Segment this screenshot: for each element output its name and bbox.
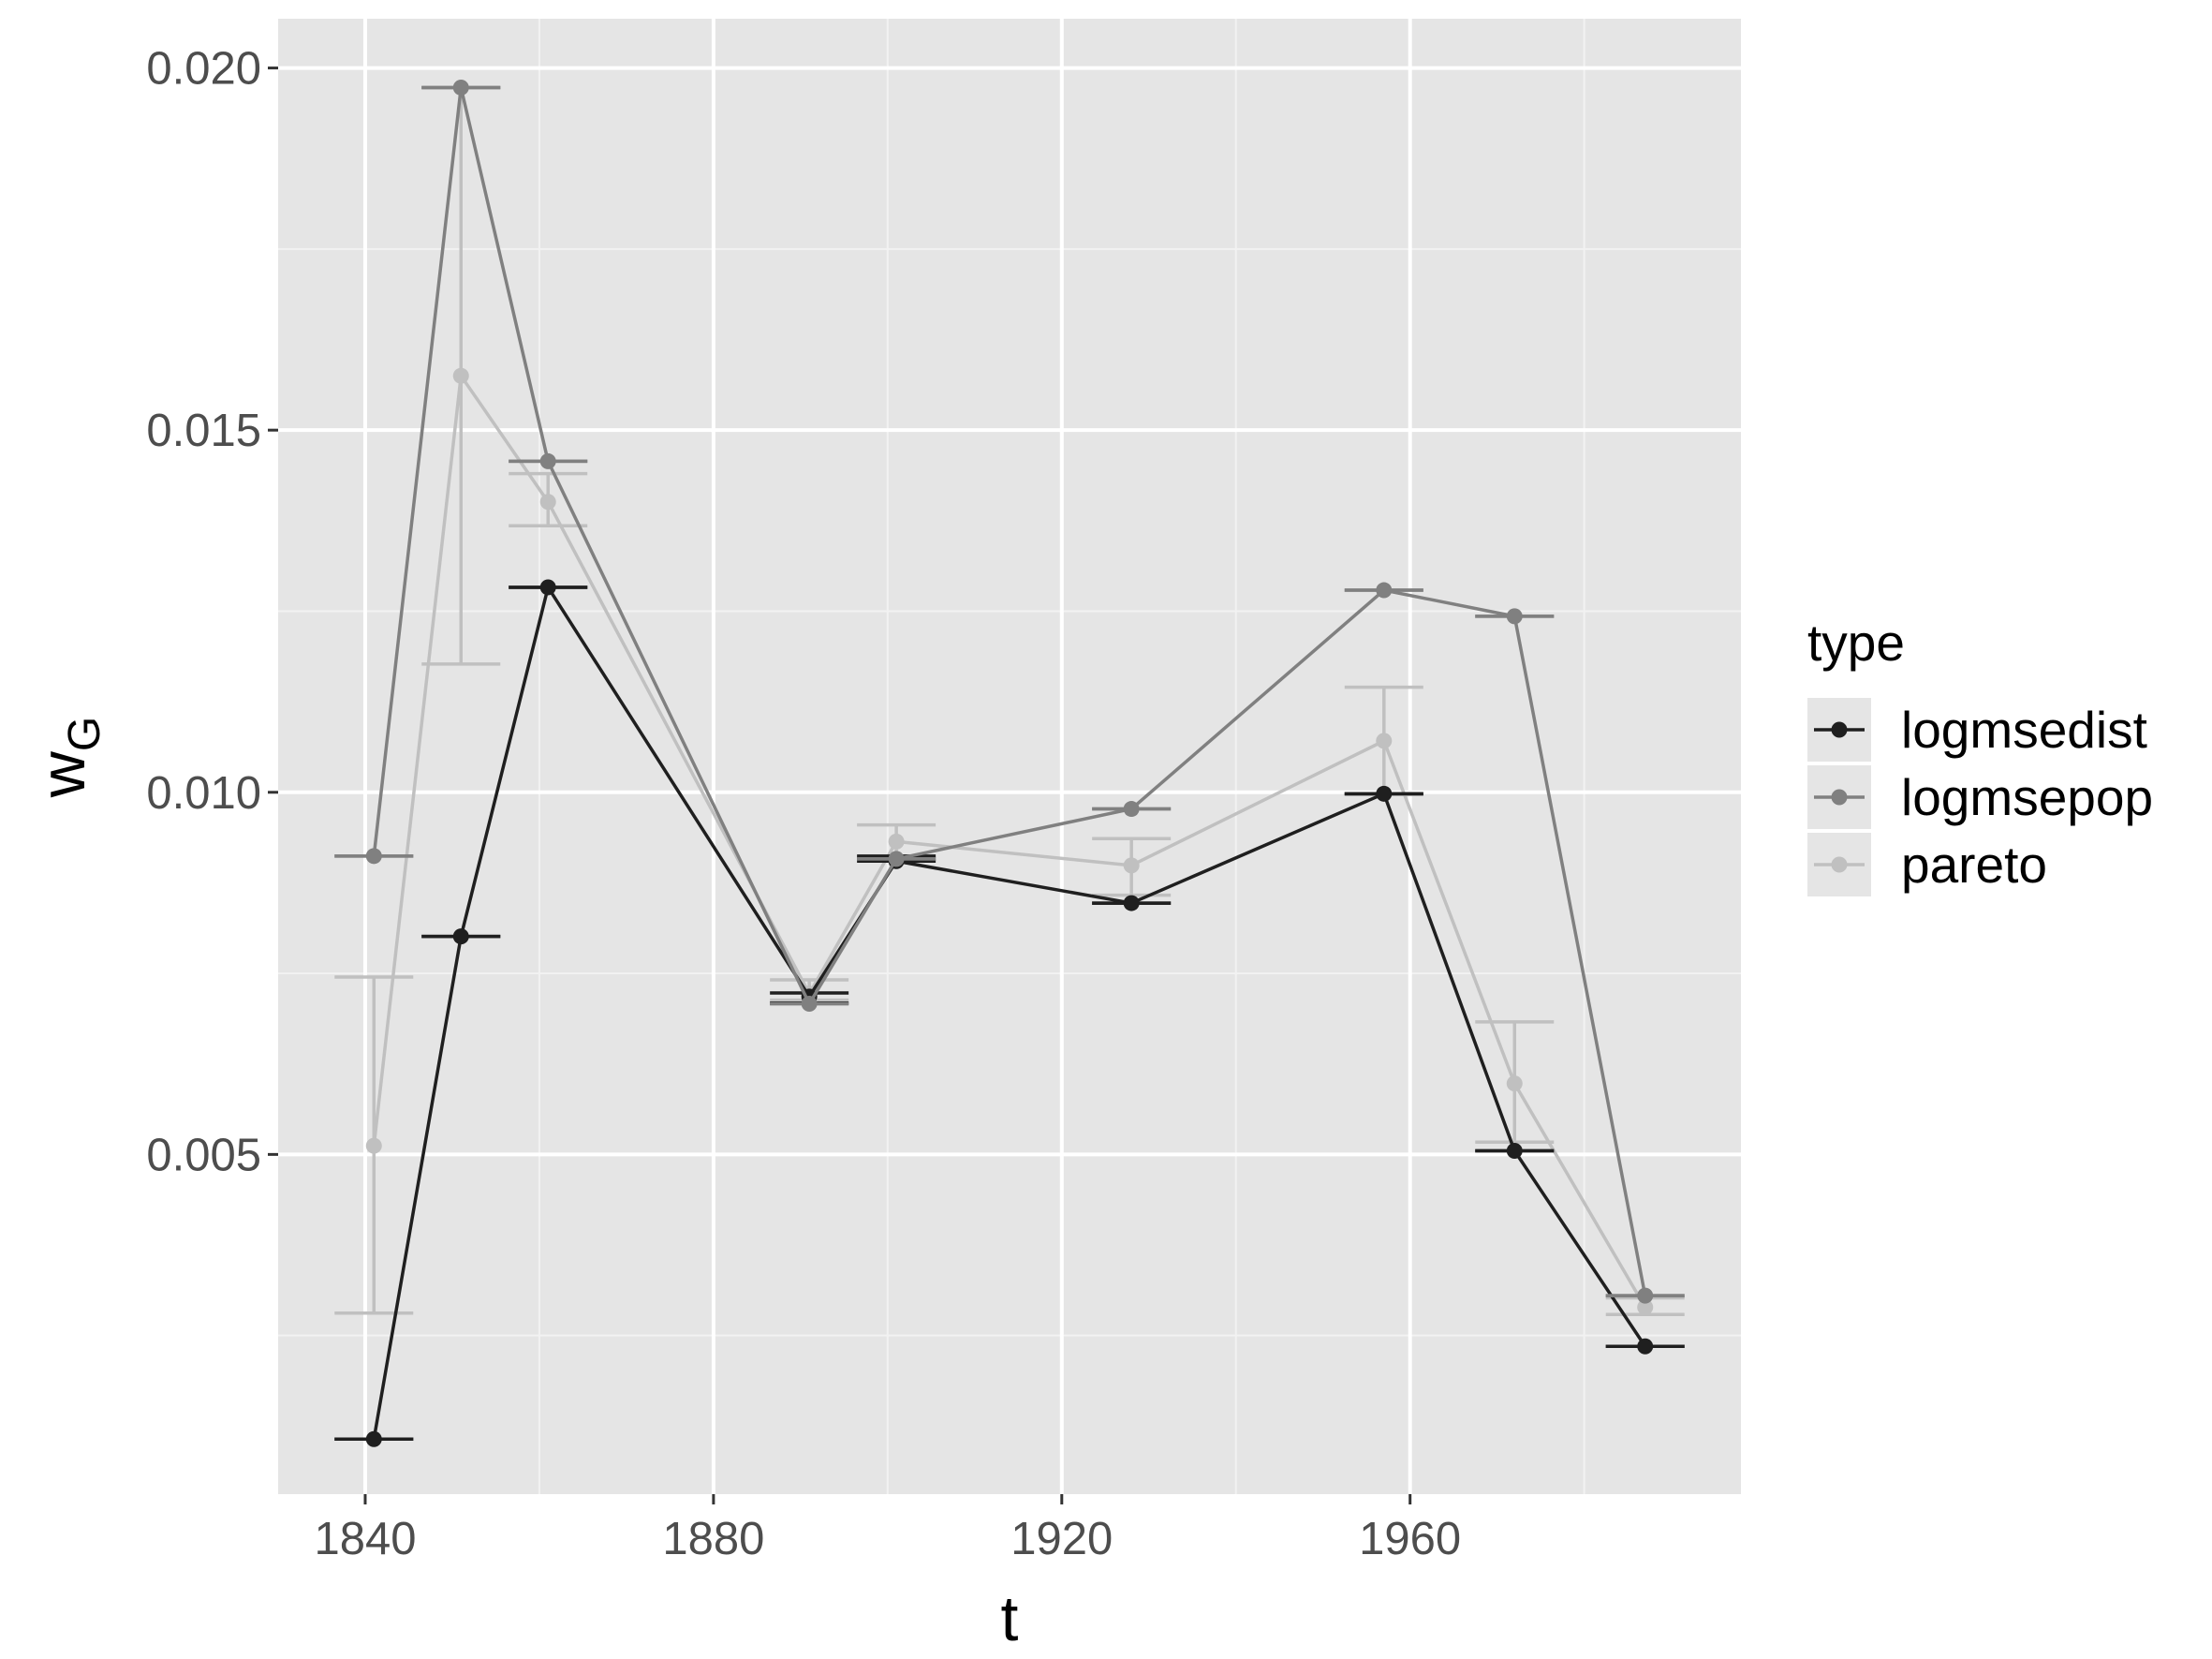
- data-point-pareto: [539, 494, 556, 511]
- x-tick-label: 1880: [662, 1514, 764, 1564]
- major-gridlines: [278, 19, 1741, 1494]
- y-tick-label: 0.015: [146, 406, 261, 456]
- y-tick-label: 0.010: [146, 768, 261, 819]
- plot-panel: [278, 19, 1741, 1494]
- data-point-pareto: [1506, 1075, 1523, 1092]
- data-point-logmsepop: [1506, 608, 1523, 625]
- y-axis-title-main: w: [27, 750, 98, 798]
- x-tick-labels: 1840 1880 1920 1960: [314, 1514, 1461, 1564]
- x-axis-title: t: [1001, 1583, 1019, 1654]
- legend-item-logmsedist: logmsedist: [1807, 698, 2147, 762]
- data-point-logmsepop: [801, 996, 818, 1013]
- data-point-logmsepop: [1637, 1287, 1654, 1304]
- data-point-logmsedist: [1123, 895, 1140, 911]
- legend-key-point: [1831, 721, 1848, 738]
- y-tick-label: 0.020: [146, 44, 261, 95]
- data-point-logmsedist: [1506, 1143, 1523, 1160]
- data-point-pareto: [1123, 857, 1140, 874]
- data-point-pareto: [1637, 1299, 1654, 1316]
- data-point-logmsepop: [888, 851, 905, 867]
- data-point-logmsedist: [452, 928, 469, 945]
- legend: type logmsedist logmsepop pareto: [1807, 614, 2153, 896]
- data-point-logmsepop: [365, 848, 382, 865]
- legend-item-logmsepop: logmsepop: [1807, 765, 2153, 829]
- data-point-pareto: [365, 1137, 382, 1154]
- y-axis-title-subscript: G: [60, 717, 110, 751]
- legend-key-point: [1831, 856, 1848, 873]
- data-point-logmsepop: [539, 452, 556, 469]
- data-point-logmsedist: [365, 1430, 382, 1447]
- legend-items: logmsedist logmsepop pareto: [1807, 698, 2153, 896]
- legend-item-pareto: pareto: [1807, 833, 2047, 896]
- data-point-logmsedist: [1376, 785, 1393, 802]
- y-axis-title: wG: [27, 717, 110, 798]
- data-point-pareto: [1376, 733, 1393, 749]
- y-tick-labels: 0.005 0.010 0.015 0.020: [146, 44, 261, 1181]
- axis-ticks: [268, 67, 1412, 1504]
- legend-label: logmsedist: [1901, 701, 2147, 759]
- legend-label: logmsepop: [1901, 768, 2153, 826]
- legend-key-point: [1831, 789, 1848, 806]
- legend-label: pareto: [1901, 836, 2047, 894]
- x-tick-label: 1960: [1359, 1514, 1461, 1564]
- legend-title: type: [1807, 614, 1905, 672]
- x-tick-label: 1840: [314, 1514, 416, 1564]
- data-point-logmsepop: [1376, 582, 1393, 599]
- data-point-pareto: [452, 367, 469, 384]
- data-point-logmsedist: [1637, 1338, 1654, 1355]
- data-point-pareto: [888, 833, 905, 850]
- x-tick-label: 1920: [1010, 1514, 1113, 1564]
- data-point-logmsedist: [539, 579, 556, 596]
- data-point-logmsepop: [1123, 801, 1140, 818]
- y-tick-label: 0.005: [146, 1130, 261, 1180]
- series-layer: [334, 79, 1685, 1447]
- data-point-logmsepop: [452, 79, 469, 96]
- series-logmsepop: [334, 79, 1685, 1304]
